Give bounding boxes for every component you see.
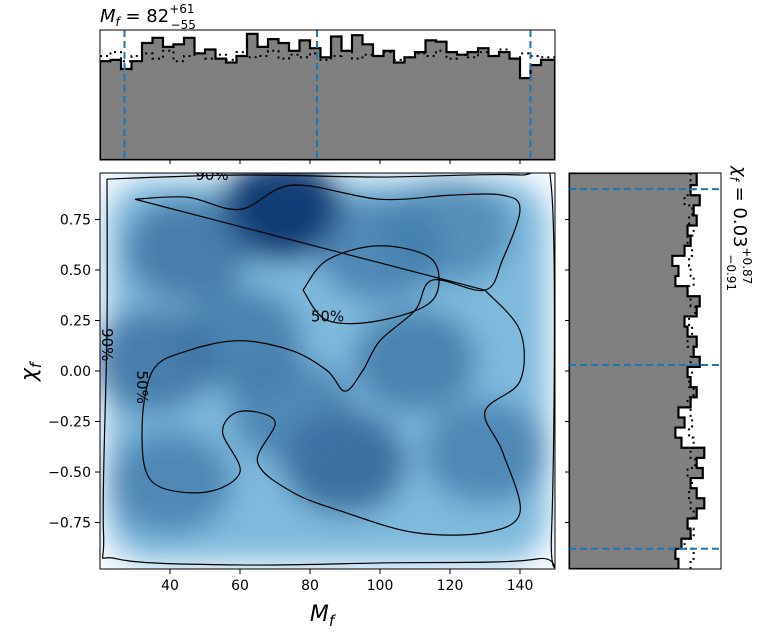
right-title-value: 0.03: [729, 207, 750, 247]
right-y-ticks: [565, 218, 569, 524]
joint-panel: 90%90%50%50% 40 60 80 100 120 140 −0.75−0.50−…: [17, 166, 556, 630]
contour-line: [102, 173, 555, 568]
top-histogram-bars: [100, 32, 555, 160]
contour-label: 50%: [311, 307, 344, 325]
x-tick-label: 100: [367, 578, 394, 594]
top-title: Mf = 82+61 −55: [100, 2, 196, 32]
top-prior-histogram: [100, 48, 555, 63]
contour-label: 90%: [98, 328, 116, 361]
top-panel-frame: [99, 29, 556, 161]
x-tick-label: 60: [231, 578, 249, 594]
right-marginal-panel: χf = 0.03+0.87−0.91: [565, 165, 754, 570]
density-peak: [388, 177, 512, 282]
top-histogram: [100, 32, 555, 160]
density-peak: [125, 197, 250, 302]
contour-line: [302, 245, 440, 325]
contour-line: [134, 184, 525, 536]
joint-y-ticks: −0.75 −0.50 −0.25 0.00 0.25 0.50 0.75: [48, 212, 100, 532]
right-title-plus: +0.87: [740, 248, 754, 285]
right-histogram-bars: [569, 173, 706, 569]
right-title: χf = 0.03+0.87−0.91: [724, 165, 754, 291]
y-tick-label: 0.25: [60, 313, 91, 329]
right-title-sub: f: [727, 177, 741, 183]
top-title-value: 82: [146, 6, 169, 27]
top-x-ticks: [169, 160, 521, 164]
top-title-var: M: [100, 6, 116, 27]
contour-label: 90%: [195, 166, 228, 184]
heat-blur-layer: [100, 173, 547, 561]
density-peak: [108, 430, 232, 535]
y-tick-label: 0.00: [60, 364, 91, 380]
contour-label: 50%: [133, 370, 151, 403]
density-peak: [423, 399, 547, 504]
right-histogram: [569, 173, 706, 569]
x-tick-label: 80: [301, 578, 319, 594]
density-heatmap: [100, 173, 547, 561]
y-tick-label: 0.75: [60, 212, 91, 228]
credible-contours: 90% 90% 50% 50%: [98, 166, 555, 568]
joint-x-label: Mf: [310, 602, 337, 630]
right-prior-histogram: [683, 173, 697, 569]
y-tick-label: 0.50: [60, 263, 91, 279]
right-title-var: χ: [729, 165, 750, 178]
right-title-minus: −0.91: [724, 254, 738, 291]
top-title-sub: f: [116, 15, 122, 29]
y-tick-label: −0.25: [48, 415, 91, 431]
x-tick-label: 120: [437, 578, 464, 594]
x-tick-label: 140: [507, 578, 534, 594]
joint-y-label: χf: [17, 360, 45, 382]
x-tick-label: 40: [161, 578, 179, 594]
right-quantile-lines: [569, 188, 721, 550]
top-title-plus: +61: [169, 2, 194, 16]
density-peak: [220, 173, 344, 262]
top-marginal-panel: Mf = 82+61 −55: [99, 2, 556, 164]
joint-x-ticks: 40 60 80 100 120 140: [161, 569, 533, 594]
top-title-minus: −55: [171, 18, 196, 32]
density-peak: [230, 359, 355, 464]
y-tick-label: −0.75: [48, 516, 91, 532]
density-peak: [353, 308, 477, 413]
y-tick-label: −0.50: [48, 465, 91, 481]
